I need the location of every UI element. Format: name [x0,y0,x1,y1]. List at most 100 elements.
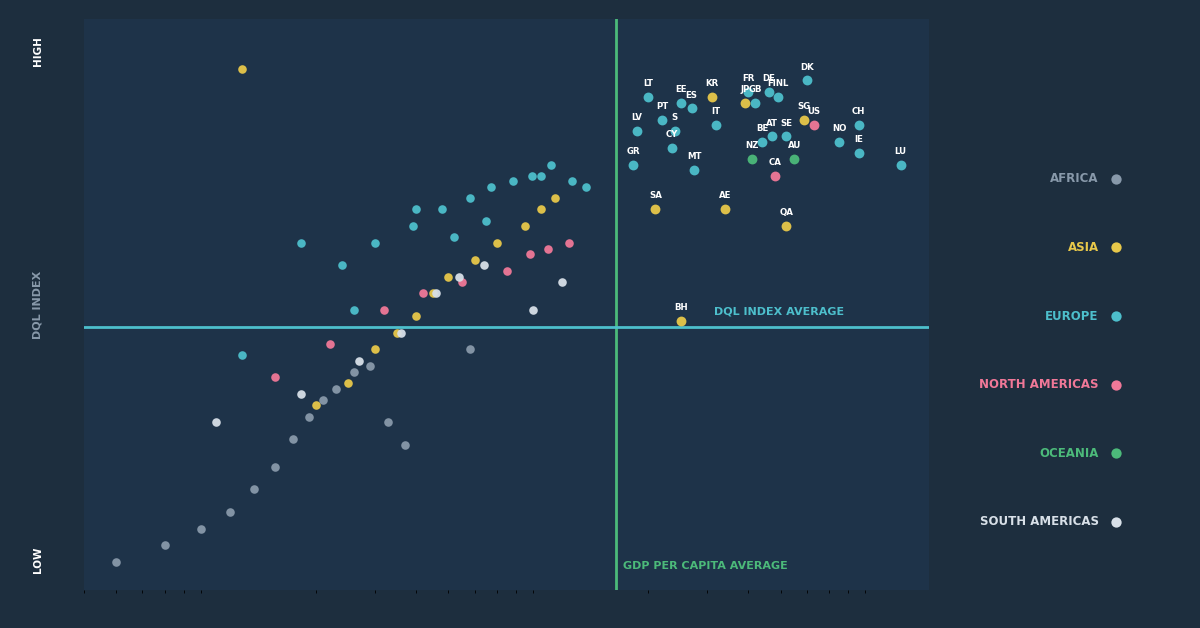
Point [427,288,446,298]
Point [532,171,551,181]
Point [563,176,582,187]
Point [766,171,785,181]
Point [487,238,506,248]
Point [245,484,264,494]
Point [539,244,558,254]
Text: LU: LU [895,146,907,156]
Point [452,277,472,287]
Point [638,92,658,102]
Point [646,204,665,214]
Text: CH: CH [852,107,865,116]
Text: MT: MT [688,152,702,161]
Text: NZ: NZ [745,141,758,150]
Text: NO: NO [832,124,846,133]
Text: LT: LT [643,79,653,89]
Point [299,411,318,421]
Point [439,271,458,281]
Text: PT: PT [656,102,668,111]
Point [685,165,704,175]
Point [624,160,643,170]
Point [233,350,252,360]
Point [707,121,726,131]
Point [497,266,516,276]
Point [559,238,578,248]
Point [794,115,814,125]
Point [739,87,758,97]
Point [433,204,452,214]
Point [715,204,734,214]
Point [332,261,352,271]
Text: NORTH AMERICAS: NORTH AMERICAS [979,378,1099,391]
Point [762,131,781,141]
Point [776,221,796,231]
Text: EE: EE [674,85,686,94]
Point [379,417,398,427]
Text: OCEANIA: OCEANIA [1039,447,1099,460]
Point [662,143,682,153]
Point [671,98,690,108]
Point [191,524,210,534]
Text: HIGH: HIGH [32,36,42,66]
Point [320,338,340,349]
Point [758,87,778,97]
Point [736,98,755,108]
Point [360,361,379,371]
Point [503,176,522,187]
Point [450,271,469,281]
Text: GB: GB [749,85,762,94]
Text: QA: QA [779,208,793,217]
Point [292,238,311,248]
Point [155,541,174,551]
Point [522,171,541,181]
Point [326,384,346,394]
Point [776,131,796,141]
Point [388,328,407,338]
Point [546,193,565,203]
Point [850,148,869,158]
Text: LV: LV [631,113,642,122]
Text: US: US [808,107,821,116]
Point [752,137,772,147]
Point [541,160,560,170]
Point [746,98,766,108]
Text: CY: CY [666,130,678,139]
Point [665,126,684,136]
Text: CA: CA [768,158,781,167]
Text: DQL INDEX AVERAGE: DQL INDEX AVERAGE [714,307,845,317]
Point [521,249,540,259]
Point [407,311,426,321]
Point [221,507,240,517]
Text: SE: SE [780,119,792,127]
Point [206,417,226,427]
Point [395,440,414,450]
Point [233,64,252,74]
Text: LOW: LOW [32,547,42,573]
Text: AT: AT [766,119,778,127]
Point [481,182,500,192]
Point [552,277,571,287]
Text: FINL: FINL [767,79,788,89]
Text: SG: SG [798,102,811,111]
Text: KR: KR [704,79,719,89]
Point [829,137,848,147]
Point [523,305,542,315]
Text: SOUTH AMERICAS: SOUTH AMERICAS [979,515,1099,528]
Point [682,104,701,114]
Point [892,160,911,170]
Point [344,367,364,377]
Text: BH: BH [673,303,688,312]
Point [313,395,332,405]
Point [743,154,762,164]
Point [804,121,823,131]
Point [391,328,410,338]
Point [365,344,384,354]
Text: BE: BE [756,124,768,133]
Point [460,344,479,354]
Point [365,238,384,248]
Text: JP: JP [740,85,750,94]
Point [414,288,433,298]
Point [476,215,496,225]
Point [292,389,311,399]
Point [107,557,126,567]
Point [403,221,422,231]
